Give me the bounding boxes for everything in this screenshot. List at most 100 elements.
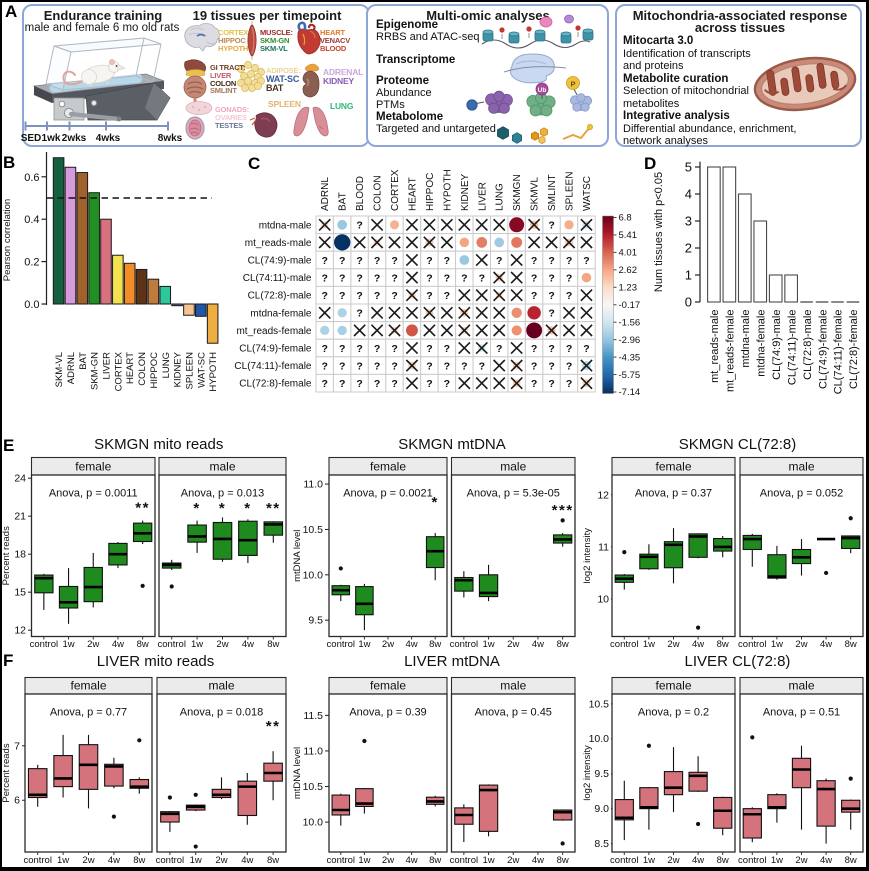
panel-a-study-box: Endurance training male and female 6 mo …: [21, 4, 370, 147]
box-female-1w: [355, 738, 374, 814]
xtick-label: control: [738, 855, 767, 866]
c-questionmark: ?: [322, 360, 328, 372]
facet-strip-label: female: [655, 460, 691, 474]
facet-female: female Anova, p = 0.0011 control 1w 2w 4w 8w **: [30, 456, 156, 650]
c-cells: ????????????????????????????????????????…: [318, 217, 593, 390]
treadmill-illustration: SED 1wk 2wks 4wks 8wks: [21, 37, 183, 144]
tissue-label: ADIPOSE:: [266, 66, 301, 75]
b-xlabel: LIVER: [102, 352, 113, 380]
adrenal-kidney-icon: [302, 63, 320, 98]
b-xlabel: SPLEEN: [184, 352, 195, 390]
b-bar-LUNG: [159, 285, 172, 305]
d-xlabel: CL(74:9)-female: [817, 310, 829, 389]
c-questionmark: ?: [356, 343, 362, 355]
c-dot: [509, 217, 525, 233]
panel-e1-boxplot: SKMGN mito reads Percent reads 12 15 18 21 24 f…: [1, 436, 287, 650]
gonads-icon: [185, 101, 213, 140]
facet-strip-label: male: [788, 679, 814, 693]
c-dot: [334, 234, 351, 251]
sig-stars: **: [266, 718, 281, 735]
xtick-label: 2w: [507, 855, 519, 866]
ytick: 7: [14, 740, 20, 752]
omics-item-line: PTMs: [376, 99, 405, 111]
c-questionmark: ?: [548, 255, 554, 267]
c-row-label: CL(72:8)-male: [248, 291, 312, 302]
me-badge: [466, 99, 485, 111]
sig-stars: *: [219, 500, 226, 517]
xtick-label: control: [450, 855, 479, 866]
d-bar-mt_reads-male: [707, 166, 721, 303]
box-female-1w: [639, 544, 659, 570]
tissue-label: HEART: [320, 28, 345, 37]
facet-male: male Anova, p = 0.45 control 1w 2w 4w 8w: [450, 676, 576, 866]
ytick: 10: [597, 593, 609, 605]
panel-d-label: D: [644, 154, 657, 173]
facet-female: female Anova, p = 0.39 control 1w 2w 4w 8w: [327, 676, 448, 866]
rat-illustration: [62, 59, 126, 88]
b-xlabel: LUNG: [161, 352, 172, 378]
box-female-8w: [713, 796, 733, 836]
c-questionmark: ?: [531, 255, 537, 267]
c-dot: [526, 322, 543, 339]
c-questionmark: ?: [479, 360, 485, 372]
box-female-control: [331, 793, 351, 826]
tissue-label: LIVER: [210, 70, 232, 80]
metabolite-icons: [497, 124, 593, 145]
box-female-8w: [713, 535, 733, 558]
tissue-label-group-spleen: SPLEEN: [268, 100, 301, 109]
c-questionmark: ?: [426, 360, 432, 372]
d-bar-mtdna-female: [753, 220, 768, 303]
c-questionmark: ?: [374, 255, 380, 267]
d-ytick: 5: [685, 160, 692, 175]
protein-icons: Ub P: [466, 76, 592, 117]
c-questionmark: ?: [566, 343, 572, 355]
b-bar-SPLEEN: [183, 303, 195, 316]
b-bar-HIPPOC: [147, 278, 160, 305]
c-questionmark: ?: [356, 360, 362, 372]
d-xlabel: CL(72:8)-male: [802, 310, 814, 380]
anova-label: Anova, p = 0.51: [763, 707, 840, 719]
d-xlabel: CL(74:11)-male: [786, 310, 798, 386]
ub-badge-label: Ub: [538, 87, 547, 94]
b-bars: [52, 157, 219, 344]
box-female-1w: [58, 568, 79, 624]
lung-icon: [293, 106, 329, 137]
c-questionmark: ?: [531, 343, 537, 355]
facet-female: female Anova, p = 0.37 control 1w 2w 4w 8w: [610, 456, 736, 650]
study-title: Endurance training: [43, 8, 163, 23]
mitochondrion-illustration: [753, 56, 857, 112]
c-questionmark: ?: [531, 272, 537, 284]
anova-label: Anova, p = 0.37: [635, 488, 712, 500]
box-male-1w: [478, 784, 499, 837]
xtick-label: 4w: [820, 855, 832, 866]
d-bars: [707, 166, 860, 303]
tissue-label: CORTEX: [218, 28, 249, 37]
mito-item-line: metabolites: [623, 97, 680, 110]
xtick-label: control: [450, 639, 479, 650]
box-female-control: [614, 550, 634, 590]
tissue-label-group-adipose: ADIPOSE: WAT-SC BAT: [266, 67, 301, 94]
d-ytick: 4: [685, 187, 692, 202]
c-questionmark: ?: [548, 343, 554, 355]
ytick: 10.5: [589, 698, 610, 710]
b-bar-CORTEX: [112, 254, 124, 305]
ub-badge: Ub: [535, 82, 549, 99]
panel-b-barchart: 0.0 0.2 0.4 0.6 Pearson correlation SKM-VL ADR…: [2, 152, 219, 392]
tissue-label: VENACV: [320, 35, 351, 45]
xtick-label: control: [327, 639, 356, 650]
acrylic-enclosure: [45, 37, 162, 91]
xtick-label: 1w: [358, 855, 370, 866]
anova-label: Anova, p = 0.77: [50, 707, 127, 719]
d-xlabel: mtdna-female: [755, 310, 767, 377]
xtick-label: control: [738, 639, 767, 650]
b-bar-SKM-GN: [88, 192, 100, 305]
d-xlabel: mtdna-male: [740, 310, 752, 368]
xtick-label: 1w: [643, 855, 655, 866]
box-male-4w: [238, 519, 258, 564]
c-col-header: HYPOTH: [442, 169, 453, 211]
ytick: 18: [14, 549, 26, 561]
facet-panel: [328, 693, 448, 853]
mito-item-line: network analyses: [623, 135, 708, 147]
c-colorbar-tick: -4.35: [619, 352, 641, 363]
d-xlabel: CL(72:8)-female: [848, 310, 860, 389]
